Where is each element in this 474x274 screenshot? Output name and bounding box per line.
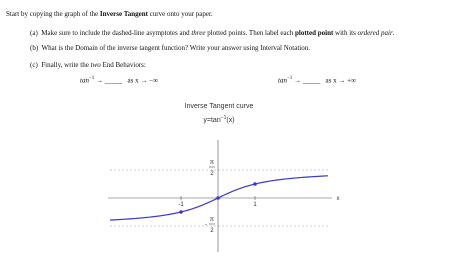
text: Make sure to include the dashed-line asy… <box>41 29 192 37</box>
blank: _____ <box>104 76 123 85</box>
text: → <box>294 76 302 85</box>
item: (c) Finally, write the two End Behaviors… <box>30 61 146 69</box>
item-label: (b) <box>30 44 39 52</box>
text: tan <box>80 76 89 85</box>
y-label: π <box>210 217 214 223</box>
y-label: 2 <box>210 228 214 234</box>
item: (b) What is the Domain of the inverse ta… <box>30 44 310 52</box>
plotted-point <box>253 182 257 186</box>
text: with its <box>333 29 358 37</box>
y-label: 2 <box>210 171 214 177</box>
x-axis-label: x <box>337 196 340 202</box>
text: → <box>96 76 104 85</box>
plotted-point <box>179 210 183 214</box>
intro: Start by copying the graph of the Invers… <box>6 10 213 18</box>
text: plotted points. Then label each <box>205 29 295 37</box>
plotted-point <box>216 196 220 200</box>
text: three <box>191 29 206 37</box>
equation: y=tan−1(x) <box>203 115 234 124</box>
item-label: (c) <box>30 61 38 69</box>
end-behavior: tan−1 → _____ as x → +∞ <box>278 76 356 84</box>
text: as x → −∞ <box>127 76 159 85</box>
text: Finally, write the <box>41 61 91 69</box>
text: . <box>392 29 395 37</box>
x-label: -1 <box>178 202 184 208</box>
end-behavior: tan−1 → _____ as x → −∞ <box>80 76 158 84</box>
text: −1 <box>286 76 293 81</box>
text: End Behaviors: <box>100 61 146 69</box>
text: −1 <box>88 76 95 81</box>
item-label: (a) <box>30 29 38 37</box>
text: tan <box>278 76 287 85</box>
text: y=tan <box>203 117 220 124</box>
text: plotted point <box>294 29 334 37</box>
y-label: π <box>210 160 214 166</box>
text: (x) <box>226 117 234 124</box>
item: (a) Make sure to include the dashed-line… <box>30 29 394 37</box>
figure-title: Inverse Tangent curve <box>185 103 254 110</box>
text: Start by copying the graph of the <box>6 10 100 18</box>
text: What is the Domain of the inverse tangen… <box>41 44 310 52</box>
text: two <box>90 61 101 69</box>
y-label: - <box>205 222 207 228</box>
text: −1 <box>221 115 227 121</box>
text: as x → +∞ <box>325 76 357 85</box>
blank: _____ <box>302 76 321 85</box>
text: ordered pair <box>357 29 393 37</box>
x-label: 1 <box>253 202 257 208</box>
text: Inverse Tangent <box>99 10 148 18</box>
text: curve onto your paper. <box>147 10 213 18</box>
